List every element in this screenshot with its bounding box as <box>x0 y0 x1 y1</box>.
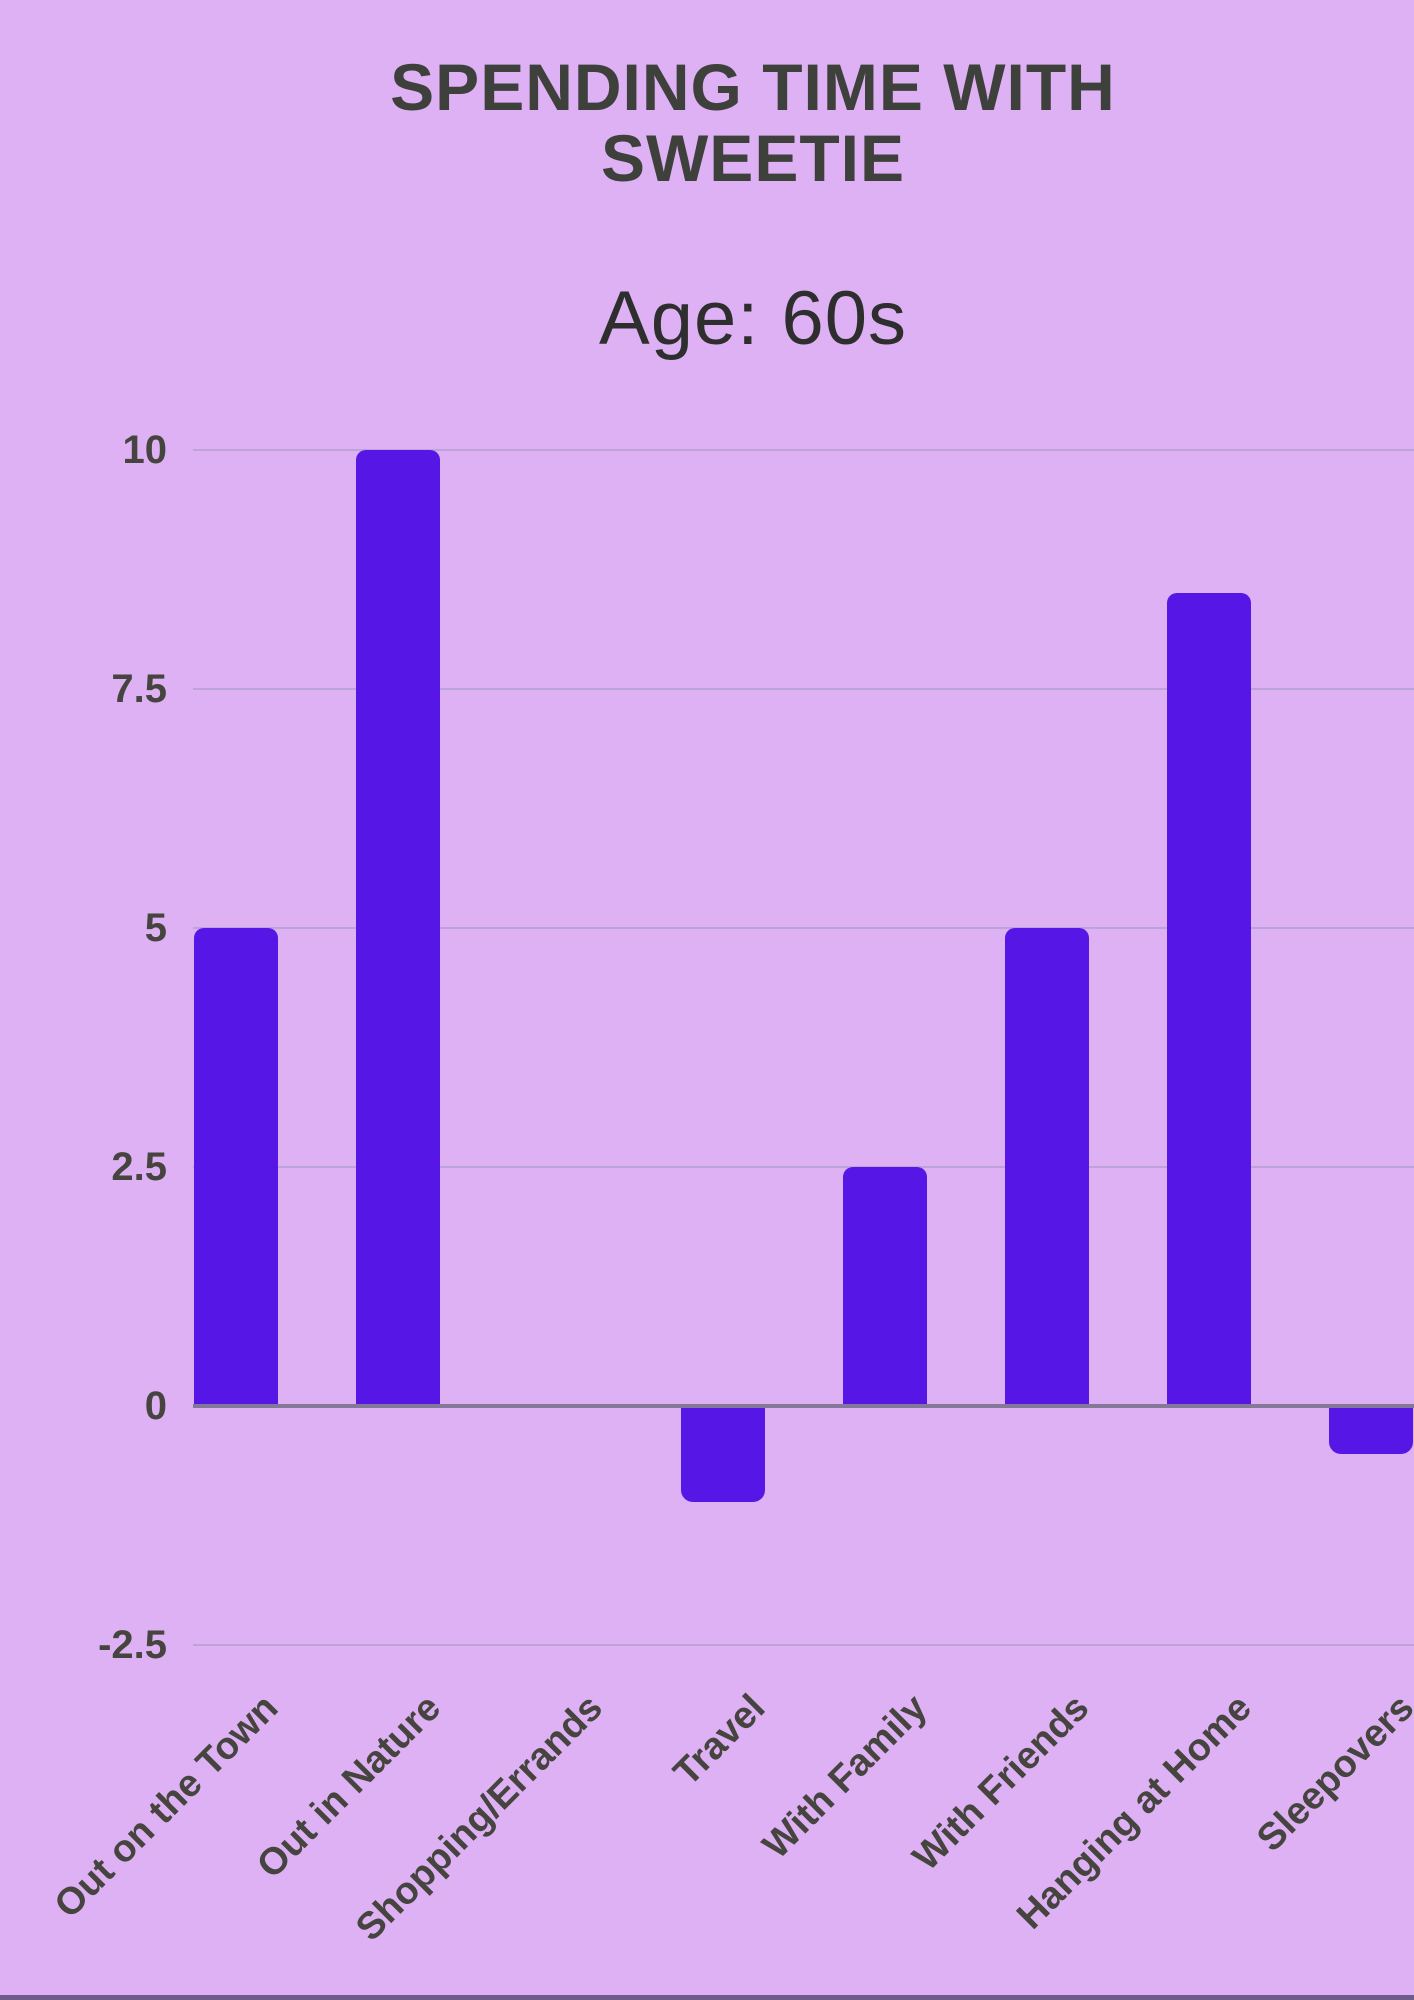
gridline-y-2.5 <box>193 1166 1414 1168</box>
y-axis-tick-label: 0 <box>144 1384 167 1428</box>
bar-sleepovers <box>1329 1406 1414 1454</box>
x-axis-label: Travel <box>665 1686 773 1795</box>
gridline-y-5 <box>193 927 1414 929</box>
x-axis-label: Sleepovers <box>1248 1686 1414 1860</box>
bar-out-in-nature <box>356 450 441 1406</box>
y-axis-tick-label: -2.5 <box>98 1623 167 1667</box>
footer-strip <box>0 1995 1414 2000</box>
chart-title-line-2: SWEETIE <box>600 120 906 195</box>
x-axis-label: With Family <box>754 1686 936 1867</box>
y-axis-tick-label: 2.5 <box>111 1145 167 1189</box>
bar-with-family <box>842 1167 927 1406</box>
bar-with-friends <box>1005 928 1089 1406</box>
chart-subtitle: Age: 60s <box>599 276 907 361</box>
gridline-y-10 <box>193 449 1414 451</box>
y-axis-tick-label: 7.5 <box>111 667 167 711</box>
bar-out-on-the-town <box>194 928 278 1406</box>
x-axis-zero-line <box>193 1404 1414 1408</box>
gridline-y-7.5 <box>193 688 1414 690</box>
y-axis-tick-label: 10 <box>122 428 168 472</box>
x-axis-label: Out on the Town <box>46 1686 287 1927</box>
gridline-y--2.5 <box>193 1644 1414 1646</box>
bar-hanging-at-home <box>1167 593 1252 1406</box>
bar-travel <box>680 1406 765 1502</box>
y-axis-tick-label: 5 <box>144 906 167 950</box>
chart-title-line-1: SPENDING TIME WITH <box>390 50 1116 124</box>
chart-title: SPENDING TIME WITH SWEETIE <box>390 52 1116 193</box>
